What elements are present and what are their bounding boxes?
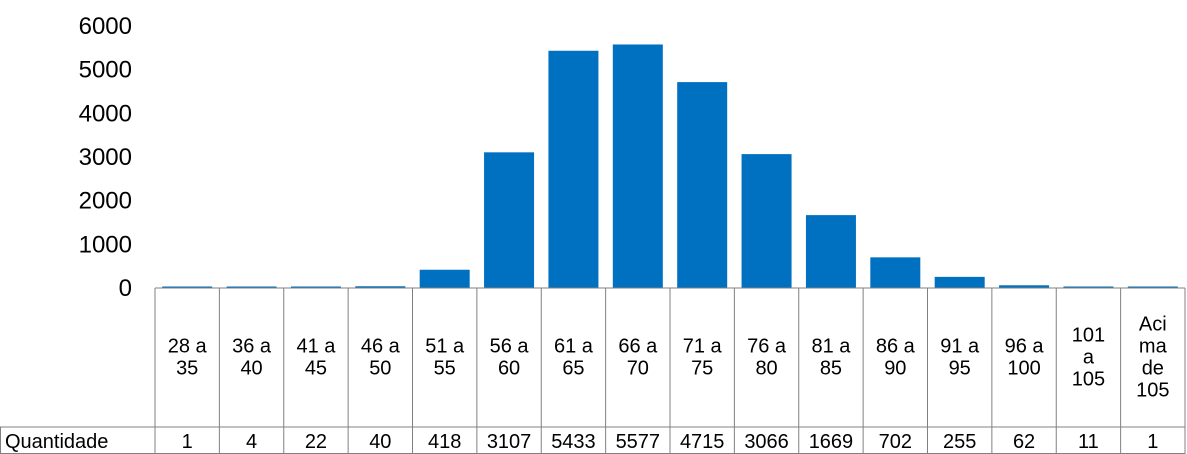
data-label: 418 xyxy=(428,431,461,453)
y-tick-label: 6000 xyxy=(79,13,132,40)
bar xyxy=(612,44,663,288)
category-labels: 28 a 35 36 a 40 41 a 45 46 a 50 51 a 55 56 a 60 61 a… xyxy=(168,314,1170,402)
x-tick-label: 41 a 45 xyxy=(296,336,336,380)
bar xyxy=(805,215,856,288)
x-tick-label: 71 a 75 xyxy=(683,336,723,380)
bar xyxy=(484,152,535,288)
data-label: 5433 xyxy=(551,431,596,453)
x-tick-label: 61 a 65 xyxy=(554,336,594,380)
bar xyxy=(741,154,792,288)
y-tick-label: 4000 xyxy=(79,100,132,127)
y-tick-label: 1000 xyxy=(79,231,132,258)
x-tick-label: 36 a 40 xyxy=(232,336,272,380)
bars xyxy=(162,44,1178,288)
series-name-label: Quantidade xyxy=(5,431,108,453)
x-tick-label: 51 a 55 xyxy=(425,336,465,380)
data-label: 1 xyxy=(1147,431,1158,453)
data-label: 255 xyxy=(943,431,976,453)
x-tick-label: 28 a 35 xyxy=(168,336,208,380)
y-tick-label: 2000 xyxy=(79,188,132,215)
x-tick-label: 101 a 105 xyxy=(1072,325,1105,391)
bar xyxy=(999,285,1050,288)
x-tick-label: 66 a 70 xyxy=(618,336,658,380)
data-label: 40 xyxy=(369,431,391,453)
data-label: 22 xyxy=(305,431,327,453)
bar xyxy=(934,276,985,288)
y-axis-ticks: 0 1000 2000 3000 4000 5000 6000 xyxy=(79,13,132,302)
x-tick-label: Aci ma de 105 xyxy=(1136,314,1169,402)
data-label: 1 xyxy=(182,431,193,453)
data-table-values: Quantidade 1 4 22 40 418 3107 5433 5577 4715 3066 1… xyxy=(5,431,1158,453)
bar xyxy=(419,269,470,288)
x-tick-label: 96 a 100 xyxy=(1005,336,1045,380)
data-label: 702 xyxy=(879,431,912,453)
y-tick-label: 5000 xyxy=(79,57,132,84)
bar xyxy=(1127,286,1178,288)
bar xyxy=(355,286,406,288)
bar xyxy=(290,286,341,288)
data-label: 62 xyxy=(1013,431,1035,453)
x-tick-label: 46 a 50 xyxy=(361,336,401,380)
x-tick-label: 56 a 60 xyxy=(490,336,530,380)
bar xyxy=(162,286,213,288)
data-label: 1669 xyxy=(809,431,854,453)
data-label: 4 xyxy=(246,431,257,453)
data-label: 11 xyxy=(1078,431,1099,453)
data-label: 4715 xyxy=(680,431,725,453)
data-label: 3107 xyxy=(487,431,532,453)
bar xyxy=(226,286,277,288)
y-tick-label: 0 xyxy=(119,275,132,302)
x-tick-label: 86 a 90 xyxy=(876,336,916,380)
bar xyxy=(677,82,728,288)
y-tick-label: 3000 xyxy=(79,144,132,171)
bar xyxy=(548,50,599,288)
data-label: 5577 xyxy=(616,431,661,453)
bar xyxy=(870,257,921,288)
x-tick-label: 81 a 85 xyxy=(811,336,851,380)
x-tick-label: 76 a 80 xyxy=(747,336,787,380)
x-tick-label: 91 a 95 xyxy=(940,336,980,380)
data-label: 3066 xyxy=(744,431,789,453)
bar xyxy=(1063,286,1114,288)
